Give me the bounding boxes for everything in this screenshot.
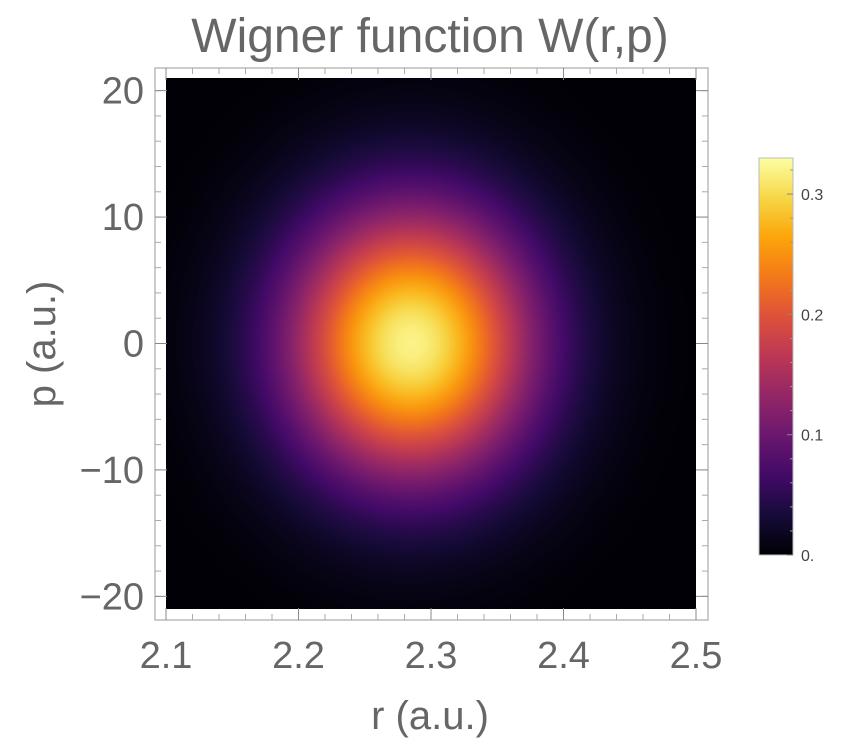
colorbar-ticks: 0. 0.1 0.2 0.3 <box>787 169 823 565</box>
heatmap-density <box>166 78 696 609</box>
colorbar <box>758 157 794 556</box>
x-axis-label: r (a.u.) <box>371 694 489 738</box>
colorbar-tick-label: 0. <box>801 548 814 565</box>
y-tick-label: −10 <box>80 450 144 492</box>
chart-title: Wigner function W(r,p) <box>191 10 668 63</box>
y-axis-ticks: 20 10 0 −10 −20 <box>80 71 708 618</box>
y-tick-label: 20 <box>102 71 144 113</box>
x-tick-label: 2.1 <box>140 635 193 677</box>
x-tick-label: 2.5 <box>670 635 723 677</box>
y-axis-label: p (a.u.) <box>20 281 64 408</box>
y-tick-label: 0 <box>123 324 144 366</box>
x-tick-label: 2.3 <box>405 635 458 677</box>
y-tick-label: −20 <box>80 576 144 618</box>
colorbar-tick-label: 0.3 <box>801 187 823 204</box>
y-tick-label: 10 <box>102 197 144 239</box>
x-axis-ticks: 2.1 2.2 2.3 2.4 2.5 <box>140 68 723 677</box>
x-tick-label: 2.2 <box>272 635 325 677</box>
colorbar-tick-label: 0.1 <box>801 428 823 445</box>
x-tick-label: 2.4 <box>537 635 590 677</box>
colorbar-tick-label: 0.2 <box>801 307 823 324</box>
